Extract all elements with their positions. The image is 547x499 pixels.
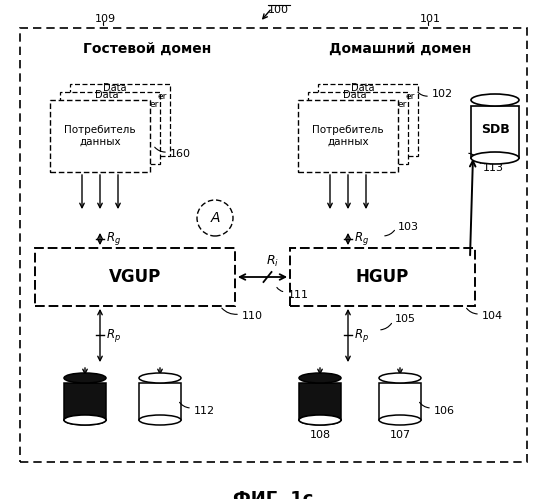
Bar — [471, 106, 519, 158]
Bar — [60, 92, 160, 164]
Ellipse shape — [64, 415, 106, 425]
Text: 103: 103 — [398, 222, 419, 232]
Text: er: er — [150, 99, 159, 108]
Text: $R_p$: $R_p$ — [354, 326, 369, 343]
Text: 107: 107 — [389, 430, 411, 440]
Ellipse shape — [379, 415, 421, 425]
Bar — [379, 383, 421, 420]
Text: er: er — [398, 99, 408, 108]
Bar — [35, 248, 235, 306]
Ellipse shape — [139, 373, 181, 383]
Bar — [64, 383, 106, 420]
Bar — [20, 28, 527, 462]
Ellipse shape — [299, 415, 341, 425]
Text: $R_i$: $R_i$ — [266, 254, 279, 269]
Text: Домашний домен: Домашний домен — [329, 42, 471, 56]
Text: HGUP: HGUP — [356, 268, 409, 286]
Text: 100: 100 — [267, 5, 288, 15]
Text: 106: 106 — [434, 406, 455, 416]
Bar — [70, 84, 170, 156]
Bar — [50, 100, 150, 172]
Text: 101: 101 — [420, 14, 440, 24]
Ellipse shape — [299, 415, 341, 425]
Text: ФИГ. 1с: ФИГ. 1с — [233, 490, 313, 499]
Ellipse shape — [139, 415, 181, 425]
Text: Data: Data — [344, 90, 366, 100]
Text: 160: 160 — [170, 149, 191, 159]
Bar — [298, 100, 398, 172]
Text: 109: 109 — [95, 14, 115, 24]
Bar — [139, 383, 181, 420]
Text: 112: 112 — [194, 406, 215, 416]
Bar — [299, 383, 341, 420]
Text: 102: 102 — [432, 89, 453, 99]
Text: Data: Data — [103, 83, 127, 93]
Bar — [318, 84, 418, 156]
Text: $R_g$: $R_g$ — [354, 230, 369, 247]
Bar — [308, 92, 408, 164]
Ellipse shape — [299, 373, 341, 383]
Ellipse shape — [64, 415, 106, 425]
Text: 108: 108 — [310, 430, 330, 440]
Text: er: er — [406, 91, 415, 100]
Text: Data: Data — [351, 83, 375, 93]
Ellipse shape — [64, 373, 106, 383]
Text: A: A — [210, 211, 220, 225]
Text: Потребитель
данных: Потребитель данных — [312, 125, 384, 147]
Text: $R_g$: $R_g$ — [106, 230, 121, 247]
Ellipse shape — [379, 373, 421, 383]
Text: Data: Data — [95, 90, 119, 100]
Text: Гостевой домен: Гостевой домен — [83, 42, 211, 56]
Text: 105: 105 — [395, 314, 416, 324]
Text: SDB: SDB — [481, 122, 509, 136]
Text: VGUP: VGUP — [109, 268, 161, 286]
Ellipse shape — [471, 94, 519, 106]
Text: Потребитель
данных: Потребитель данных — [64, 125, 136, 147]
Text: $R_p$: $R_p$ — [106, 326, 121, 343]
Text: 110: 110 — [242, 311, 263, 321]
Text: er: er — [158, 91, 167, 100]
Ellipse shape — [471, 152, 519, 164]
Text: 104: 104 — [482, 311, 503, 321]
Bar — [290, 248, 475, 306]
Text: 113: 113 — [483, 163, 504, 173]
Text: 111: 111 — [288, 290, 309, 300]
